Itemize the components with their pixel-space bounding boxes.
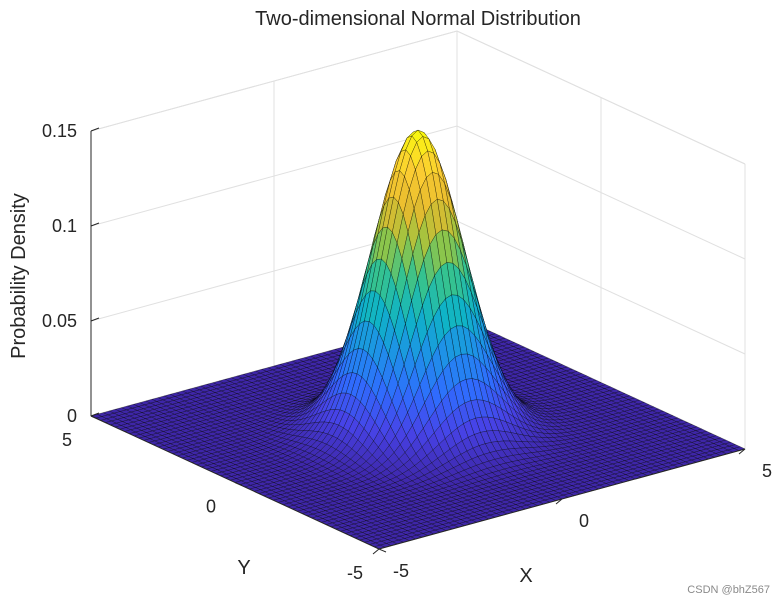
tick-labels: -5 0 5 -5 0 5 0 0.05 0.1 0.15 [42,121,772,583]
y-tick [234,482,243,486]
x-tick [555,498,563,505]
y-tick [378,548,387,553]
z-axis-label: Probability Density [8,193,30,359]
z-tick-label: 0.15 [42,121,77,141]
z-tick [90,412,100,417]
x-tick [738,448,746,455]
y-tick-label: -5 [347,563,363,583]
axis-lines [90,127,746,555]
z-tick [90,317,100,322]
z-tick [90,222,100,227]
watermark: CSDN @bhZ567 [687,584,770,596]
x-tick-label: -5 [393,561,409,581]
x-tick-label: 0 [579,511,589,531]
y-tick-label: 0 [206,497,216,517]
surface-plot [90,129,746,550]
z-tick-label: 0.1 [52,216,77,236]
x-axis-label: X [519,565,532,587]
y-tick [90,415,99,420]
z-tick-label: 0.05 [42,311,77,331]
y-tick-label: 5 [62,430,72,450]
y-axis-label: Y [237,557,250,579]
x-tick [372,548,380,555]
x-tick-label: 5 [762,461,772,481]
z-tick-label: 0 [67,406,77,426]
z-tick [90,127,100,132]
chart-title: Two-dimensional Normal Distribution [255,8,581,30]
